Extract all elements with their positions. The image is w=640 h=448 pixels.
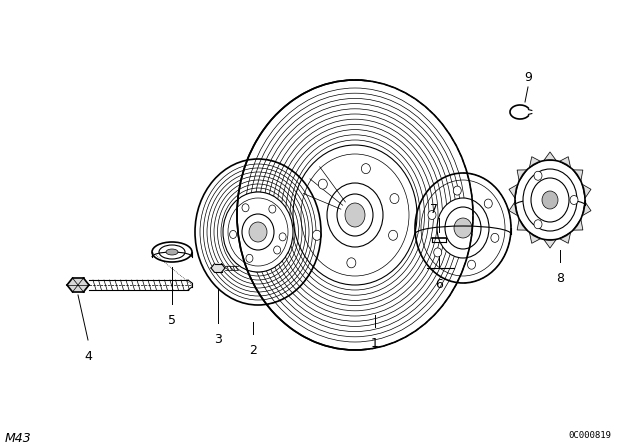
Polygon shape xyxy=(509,184,518,198)
Ellipse shape xyxy=(388,230,397,240)
Ellipse shape xyxy=(347,258,356,268)
Ellipse shape xyxy=(570,195,578,204)
Text: 7: 7 xyxy=(430,203,438,216)
Ellipse shape xyxy=(534,171,542,180)
Polygon shape xyxy=(544,239,556,248)
Text: 6: 6 xyxy=(435,278,443,291)
Ellipse shape xyxy=(337,194,373,236)
Ellipse shape xyxy=(318,179,327,189)
Ellipse shape xyxy=(415,173,511,283)
Ellipse shape xyxy=(454,218,472,238)
Ellipse shape xyxy=(249,222,267,242)
Polygon shape xyxy=(517,219,527,230)
Ellipse shape xyxy=(491,233,499,242)
Polygon shape xyxy=(211,264,225,272)
Ellipse shape xyxy=(542,191,558,209)
Ellipse shape xyxy=(223,192,293,272)
Ellipse shape xyxy=(523,169,577,231)
Polygon shape xyxy=(582,202,591,216)
Ellipse shape xyxy=(230,230,237,238)
Polygon shape xyxy=(559,157,571,168)
Ellipse shape xyxy=(166,249,178,255)
Polygon shape xyxy=(529,233,541,243)
Ellipse shape xyxy=(531,178,569,222)
Ellipse shape xyxy=(246,254,253,263)
Text: 2: 2 xyxy=(249,344,257,357)
Polygon shape xyxy=(509,202,518,216)
Ellipse shape xyxy=(453,186,461,195)
Text: 3: 3 xyxy=(214,333,222,346)
Text: 0C000819: 0C000819 xyxy=(568,431,611,439)
Ellipse shape xyxy=(515,160,585,240)
Ellipse shape xyxy=(274,246,281,254)
Polygon shape xyxy=(559,233,571,243)
Ellipse shape xyxy=(362,164,371,174)
Ellipse shape xyxy=(390,194,399,203)
Ellipse shape xyxy=(437,198,489,258)
Polygon shape xyxy=(573,170,583,181)
Ellipse shape xyxy=(434,248,442,257)
Ellipse shape xyxy=(312,230,321,240)
Ellipse shape xyxy=(327,183,383,247)
Polygon shape xyxy=(517,170,527,181)
Ellipse shape xyxy=(242,204,249,212)
Ellipse shape xyxy=(242,214,274,250)
Ellipse shape xyxy=(534,220,542,229)
Ellipse shape xyxy=(269,205,276,213)
Ellipse shape xyxy=(428,211,436,220)
Ellipse shape xyxy=(279,233,286,241)
Polygon shape xyxy=(67,278,89,292)
Polygon shape xyxy=(544,152,556,161)
Polygon shape xyxy=(573,219,583,230)
Ellipse shape xyxy=(345,203,365,227)
Text: M43: M43 xyxy=(4,431,31,444)
Polygon shape xyxy=(529,157,541,168)
Ellipse shape xyxy=(484,199,492,208)
Ellipse shape xyxy=(237,80,473,350)
Ellipse shape xyxy=(293,145,417,285)
Text: 9: 9 xyxy=(524,71,532,84)
Text: 5: 5 xyxy=(168,314,176,327)
Text: 4: 4 xyxy=(84,350,92,363)
Ellipse shape xyxy=(468,260,476,269)
Ellipse shape xyxy=(152,242,192,262)
Polygon shape xyxy=(582,184,591,198)
Text: 8: 8 xyxy=(556,272,564,285)
Ellipse shape xyxy=(195,159,321,305)
Text: 1: 1 xyxy=(371,337,379,350)
